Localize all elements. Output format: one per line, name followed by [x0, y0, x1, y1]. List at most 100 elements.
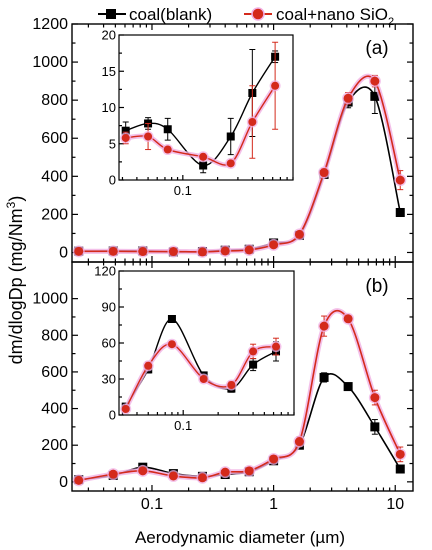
panel-a-inset-point-nano	[199, 152, 208, 161]
panel-a-y-tick-label: 1200	[32, 16, 68, 33]
panel-b-inset-point-nano	[121, 405, 130, 413]
panel-b-inset: 0.1 0 30 60 90 120	[94, 264, 295, 433]
panel-b-point-nano	[269, 454, 279, 464]
panel-b-panel-label: (b)	[365, 276, 388, 297]
panel-b-inset-frame	[118, 270, 295, 416]
legend-marker-blank	[106, 9, 116, 19]
panel-a-point-nano	[108, 246, 118, 256]
panel-a-point-nano	[269, 240, 279, 250]
legend-label-blank: coal(blank)	[129, 5, 212, 24]
panel-a-inset-point-nano	[121, 133, 130, 142]
panel-a-point-nano	[244, 245, 254, 255]
panel-a-inset-y-tick-label: 20	[102, 28, 116, 43]
panel-b-point-blank	[395, 464, 405, 474]
panel-a-point-blank	[370, 91, 380, 101]
panel-a-point-nano	[197, 247, 207, 257]
panel-a-inset-point-blank	[121, 126, 130, 135]
panel-b-series-nano	[72, 308, 407, 487]
panel-a-point-nano	[168, 247, 178, 257]
panel-a-y-tick-label: 400	[41, 168, 68, 185]
panel-a-inset-point-nano	[226, 159, 235, 168]
panel-a-inset: 0.1 0 5 10 15 20	[102, 28, 294, 198]
panel-a-point-blank	[395, 207, 405, 217]
panel-b-y-tick-label: 400	[41, 401, 68, 418]
legend-entry-blank: coal(blank)	[98, 5, 212, 24]
panel-b-inset-series-nano	[120, 337, 282, 415]
panel-b-point-blank	[370, 422, 380, 432]
panel-b-inset-point-nano	[227, 381, 236, 389]
panel-a-point-nano	[395, 175, 405, 185]
panel-a-point-nano	[220, 246, 230, 256]
panel-a-inset-y-tick-label: 15	[102, 64, 116, 79]
panel-b-point-nano	[220, 467, 230, 477]
panel-a-inset-x-tick-label: 0.1	[174, 183, 192, 198]
panel-b-inset-point-nano	[167, 340, 176, 349]
panel-b-inset-y-tick-label: 0	[109, 408, 116, 423]
panel-b: 0.1 1 10 0 200 400 600 800 1000 (b) 0.1 0 30 60 90 120	[32, 261, 414, 513]
panel-a-point-nano	[343, 93, 353, 103]
panel-b-inset-y-tick-label: 90	[102, 300, 116, 315]
panel-b-point-nano	[343, 314, 353, 324]
panel-a-point-nano	[294, 229, 304, 239]
legend-label-nano: coal+nano SiO2	[276, 5, 394, 28]
legend-entry-nano: coal+nano SiO2	[244, 5, 394, 28]
panel-b-point-nano	[395, 449, 405, 459]
panel-b-plot-area	[72, 308, 407, 487]
panel-b-point-nano	[319, 321, 329, 331]
legend-label-nano-main: coal+nano SiO	[276, 5, 388, 24]
panel-b-point-nano	[244, 466, 254, 476]
panel-b-inset-x-tick-label: 0.1	[174, 418, 192, 433]
panel-b-inset-point-nano	[199, 375, 208, 383]
panel-a-y-tick-label: 1000	[32, 54, 68, 71]
panel-b-inset-point-blank	[167, 315, 176, 323]
panel-b-inset-y-tick-label: 30	[102, 372, 116, 387]
panel-a-y-tick-label: 200	[41, 206, 68, 223]
panel-a-panel-label: (a)	[365, 38, 388, 59]
panel-b-point-nano	[138, 466, 148, 476]
panel-a-point-nano	[74, 246, 84, 256]
panel-b-point-nano	[168, 471, 178, 481]
panel-b-x-tick-label: 1	[269, 496, 278, 513]
panel-b-y-tick-label: 200	[41, 437, 68, 454]
panel-b-y-tick-label: 600	[41, 364, 68, 381]
y-axis-label-close: )	[6, 196, 26, 202]
panel-b-point-nano	[370, 393, 380, 403]
panel-a-inset-point-nano	[271, 81, 280, 90]
y-axis-label-main: dm/dlogDp (mg/Nm	[6, 208, 26, 364]
legend-label-nano-sub: 2	[388, 16, 394, 28]
legend-marker-nano	[251, 7, 265, 21]
panel-a-y-tick-label: 0	[59, 244, 68, 261]
panel-a-series-nano	[72, 73, 407, 258]
panel-b-inset-y-tick-label: 120	[94, 264, 116, 279]
panel-b-inset-point-blank	[249, 360, 258, 369]
x-axis-label: Aerodynamic diameter (µm)	[135, 528, 345, 547]
panel-a-inset-y-tick-label: 0	[109, 173, 116, 188]
panel-b-x-tick-label: 0.1	[141, 496, 163, 513]
panel-b-point-blank	[319, 372, 329, 382]
panel-b-inset-point-nano	[272, 342, 281, 351]
panel-a-inset-y-tick-label: 10	[102, 100, 116, 115]
panel-b-point-nano	[74, 475, 84, 485]
panel-b-inset-point-nano	[249, 347, 258, 356]
panel-b-point-nano	[108, 469, 118, 479]
panel-a-inset-point-blank	[226, 132, 235, 141]
panel-a: 0 200 400 600 800 1000 1200 (a) 0.1 0 5 10 15 20	[32, 16, 414, 263]
legend: coal(blank) coal+nano SiO2	[98, 5, 394, 28]
panel-b-inset-y-tick-label: 60	[102, 336, 116, 351]
y-axis-label: dm/dlogDp (mg/Nm3)	[4, 196, 26, 365]
panel-b-point-nano	[197, 473, 207, 483]
panel-a-inset-point-blank	[163, 125, 172, 134]
panel-a-plot-area	[72, 73, 407, 258]
panel-a-point-nano	[319, 168, 329, 178]
panel-b-point-nano	[294, 437, 304, 447]
panel-a-inset-point-nano	[163, 145, 172, 154]
y-axis-label-sup: 3	[4, 201, 18, 208]
panel-a-inset-point-blank	[199, 161, 208, 170]
panel-a-y-tick-label: 600	[41, 130, 68, 147]
panel-b-frame	[71, 261, 414, 492]
panel-b-x-tick-label: 10	[386, 496, 404, 513]
panel-b-inset-point-nano	[144, 361, 153, 370]
panel-b-y-tick-label: 0	[59, 474, 68, 491]
panel-a-inset-series-nano	[120, 41, 281, 169]
